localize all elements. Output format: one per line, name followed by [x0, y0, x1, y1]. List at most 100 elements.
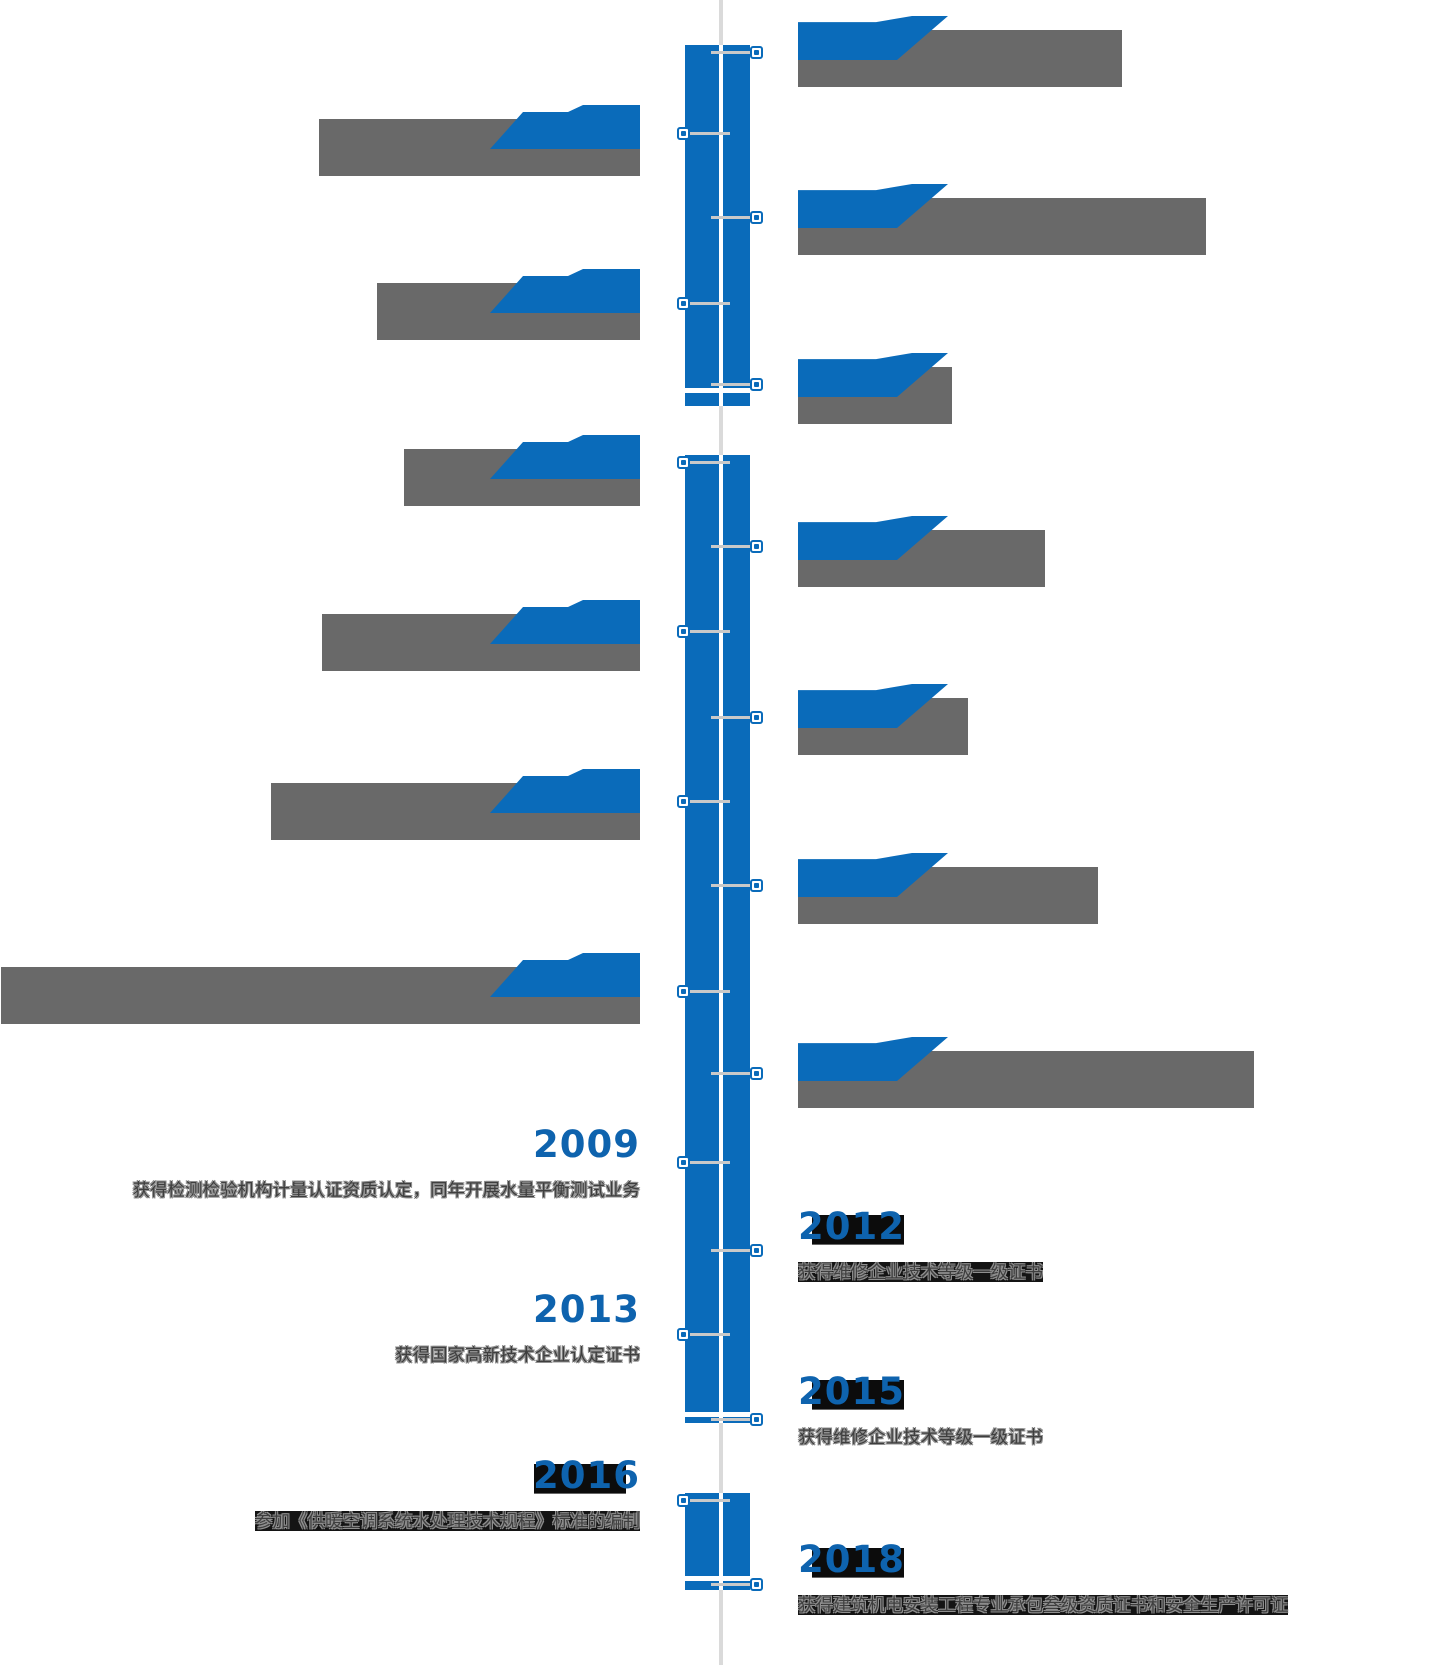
- timeline-bar-segment: [685, 455, 750, 1423]
- timeline-entry-redacted: [798, 16, 1122, 90]
- timeline-node-dot-icon: [754, 50, 759, 55]
- entry-description-text: 获得国家高新技术企业认定证书: [395, 1345, 640, 1365]
- entry-description-text: 获得检测检验机构计量认证资质认定，同年开展水量平衡测试业务: [132, 1180, 641, 1200]
- timeline-tick: [711, 383, 752, 386]
- timeline-node-dot-icon: [681, 629, 686, 634]
- timeline-tick: [688, 132, 730, 135]
- timeline-node-dot-icon: [754, 1248, 759, 1253]
- timeline-bar-gap: [685, 388, 750, 393]
- redacted-year-block: [490, 435, 640, 479]
- timeline-entry-redacted: [798, 184, 1206, 258]
- timeline-node-marker[interactable]: [750, 711, 763, 724]
- timeline-entry-redacted: [798, 684, 968, 758]
- redacted-year-block: [490, 269, 640, 313]
- entry-year: 2018: [798, 1538, 905, 1581]
- timeline-entry-redacted: [798, 353, 952, 427]
- redacted-year-block: [490, 105, 640, 149]
- entry-description: 获得维修企业技术等级一级证书: [798, 1425, 1043, 1449]
- timeline-bar-segment: [685, 45, 750, 406]
- timeline-entry-redacted: [377, 269, 640, 343]
- timeline-node-dot-icon: [754, 715, 759, 720]
- entry-description-text: 获得维修企业技术等级一级证书: [798, 1427, 1043, 1447]
- timeline-node-marker[interactable]: [677, 1156, 690, 1169]
- redacted-year-block: [490, 600, 640, 644]
- timeline-tick: [688, 1161, 730, 1164]
- timeline-node-marker[interactable]: [750, 1067, 763, 1080]
- entry-description: 获得建筑机电安装工程专业承包叁级资质证书和安全生产许可证: [798, 1593, 1288, 1617]
- timeline-node-marker[interactable]: [677, 795, 690, 808]
- timeline-node-marker[interactable]: [677, 297, 690, 310]
- timeline-node-marker[interactable]: [677, 985, 690, 998]
- timeline-entry: 2018 获得建筑机电安装工程专业承包叁级资质证书和安全生产许可证: [798, 1541, 1288, 1617]
- timeline-tick: [688, 1333, 730, 1336]
- entry-year: 2013: [533, 1288, 640, 1331]
- timeline-node-marker[interactable]: [750, 879, 763, 892]
- timeline-node-marker[interactable]: [750, 46, 763, 59]
- timeline-axis-overlay-line: [719, 45, 723, 406]
- timeline-entry-redacted: [798, 516, 1045, 590]
- entry-description: 获得维修企业技术等级一级证书: [798, 1260, 1043, 1284]
- timeline-tick: [688, 1499, 730, 1502]
- timeline-bar-segment: [685, 1493, 750, 1590]
- timeline-entry-redacted: [404, 435, 640, 509]
- timeline-entry-redacted: [319, 105, 640, 179]
- timeline-node-dot-icon: [681, 1332, 686, 1337]
- entry-description-text: 获得建筑机电安装工程专业承包叁级资质证书和安全生产许可证: [798, 1595, 1288, 1615]
- timeline-tick: [688, 800, 730, 803]
- timeline-tick: [711, 1418, 752, 1421]
- timeline-entry: 2015 获得维修企业技术等级一级证书: [798, 1373, 1043, 1449]
- timeline-tick: [711, 545, 752, 548]
- entry-description: 获得国家高新技术企业认定证书: [395, 1343, 640, 1367]
- timeline-node-dot-icon: [754, 1071, 759, 1076]
- timeline-node-dot-icon: [754, 382, 759, 387]
- timeline-tick: [711, 1583, 752, 1586]
- timeline-entry-redacted: [271, 769, 640, 843]
- timeline-axis-overlay-line: [719, 1493, 723, 1590]
- timeline-bar-gap: [685, 1412, 750, 1417]
- timeline-tick: [688, 461, 730, 464]
- timeline-entry-redacted: [798, 853, 1098, 927]
- redacted-year-block: [490, 953, 640, 997]
- timeline-node-marker[interactable]: [677, 1328, 690, 1341]
- entry-year: 2009: [533, 1123, 640, 1166]
- timeline-node-marker[interactable]: [750, 211, 763, 224]
- timeline-entry-redacted: [322, 600, 640, 674]
- entry-year: 2015: [798, 1370, 905, 1413]
- entry-description: 参加《供暖空调系统水处理技术规程》标准的编制: [255, 1509, 640, 1533]
- timeline-axis-overlay-line: [719, 455, 723, 1423]
- entry-description-text: 获得维修企业技术等级一级证书: [798, 1262, 1043, 1282]
- timeline-entry: 2009 获得检测检验机构计量认证资质认定，同年开展水量平衡测试业务: [133, 1126, 641, 1202]
- entry-year: 2012: [798, 1205, 905, 1248]
- timeline-node-dot-icon: [754, 215, 759, 220]
- timeline-tick: [711, 884, 752, 887]
- entry-description-text: 参加《供暖空调系统水处理技术规程》标准的编制: [255, 1511, 640, 1531]
- timeline-node-dot-icon: [754, 544, 759, 549]
- entry-year: 2016: [533, 1454, 640, 1497]
- timeline-node-marker[interactable]: [677, 1494, 690, 1507]
- entry-description: 获得检测检验机构计量认证资质认定，同年开展水量平衡测试业务: [133, 1178, 641, 1202]
- timeline-node-dot-icon: [681, 131, 686, 136]
- timeline-tick: [711, 716, 752, 719]
- timeline-node-marker[interactable]: [677, 625, 690, 638]
- timeline-node-dot-icon: [754, 1417, 759, 1422]
- timeline-node-marker[interactable]: [677, 127, 690, 140]
- timeline-node-marker[interactable]: [750, 1413, 763, 1426]
- timeline-tick: [711, 1249, 752, 1252]
- timeline-entry-redacted: [1, 953, 640, 1027]
- timeline-tick: [688, 302, 730, 305]
- timeline-tick: [688, 630, 730, 633]
- timeline-entry-redacted: [798, 1037, 1254, 1111]
- timeline-node-marker[interactable]: [750, 540, 763, 553]
- timeline-node-marker[interactable]: [750, 1244, 763, 1257]
- timeline-node-dot-icon: [681, 1160, 686, 1165]
- timeline-node-dot-icon: [681, 1498, 686, 1503]
- timeline-entry: 2013 获得国家高新技术企业认定证书: [395, 1291, 640, 1367]
- timeline-tick: [711, 216, 752, 219]
- redacted-year-block: [490, 769, 640, 813]
- timeline-node-dot-icon: [681, 301, 686, 306]
- timeline-node-marker[interactable]: [677, 456, 690, 469]
- timeline-node-marker[interactable]: [750, 378, 763, 391]
- timeline-entry: 2012 获得维修企业技术等级一级证书: [798, 1208, 1043, 1284]
- timeline-node-marker[interactable]: [750, 1578, 763, 1591]
